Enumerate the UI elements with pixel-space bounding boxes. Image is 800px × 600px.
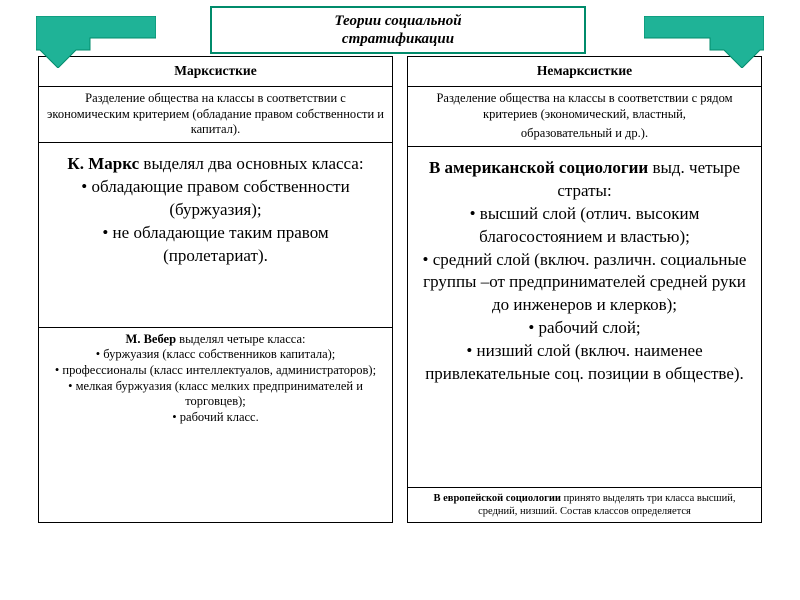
weber-bullet-3: • мелкая буржуазия (класс мелких предпри… bbox=[47, 379, 384, 410]
eu-lead-bold: В европейской социологии bbox=[434, 493, 561, 504]
weber-lead-bold: М. Вебер bbox=[126, 332, 177, 346]
us-bullet-2: • средний слой (включ. различн. социальн… bbox=[422, 249, 747, 318]
weber-bullet-4: • рабочий класс. bbox=[47, 410, 384, 426]
us-lead-bold: В американской социологии bbox=[429, 158, 648, 177]
us-bullet-3: • рабочий слой; bbox=[422, 317, 747, 340]
marx-lead-bold: К. Маркс bbox=[67, 154, 139, 173]
col-left-weber: М. Вебер выделял четыре класса: • буржуа… bbox=[39, 328, 392, 430]
marx-bullet-2: • не обладающие таким правом (пролетариа… bbox=[53, 222, 378, 268]
title-line-2: стратификации bbox=[342, 31, 454, 47]
col-marxist: Марксисткие Разделение общества на класс… bbox=[38, 56, 393, 523]
arrow-right-icon bbox=[644, 16, 764, 73]
marx-lead-rest: выделял два основных класса: bbox=[139, 154, 363, 173]
weber-bullet-2: • профессионалы (класс интеллектуалов, а… bbox=[47, 363, 384, 379]
col-nonmarxist: Немарксисткие Разделение общества на кла… bbox=[407, 56, 762, 523]
weber-lead-rest: выделял четыре класса: bbox=[176, 332, 305, 346]
us-bullet-4: • низший слой (включ. наименее привлекат… bbox=[422, 340, 747, 386]
col-right-eu: В европейской социологии принято выделят… bbox=[408, 488, 761, 522]
columns-container: Марксисткие Разделение общества на класс… bbox=[38, 56, 762, 523]
col-left-marx: К. Маркс выделял два основных класса: • … bbox=[39, 143, 392, 328]
title-line-1: Теории социальной bbox=[334, 13, 461, 29]
marx-bullet-1: • обладающие правом собственности (буржу… bbox=[53, 176, 378, 222]
weber-bullet-1: • буржуазия (класс собственников капитал… bbox=[47, 347, 384, 363]
arrow-left-icon bbox=[36, 16, 156, 73]
col-left-criteria: Разделение общества на классы в соответс… bbox=[39, 87, 392, 143]
us-bullet-1: • высший слой (отлич. высоким благососто… bbox=[422, 203, 747, 249]
right-crit-line2: образовательный и др.). bbox=[416, 126, 753, 142]
right-crit-line1: Разделение общества на классы в соответс… bbox=[416, 91, 753, 122]
title-box: Теории социальной стратификации bbox=[210, 6, 586, 54]
col-right-criteria: Разделение общества на классы в соответс… bbox=[408, 87, 761, 147]
col-right-us: В американской социологии выд. четыре ст… bbox=[408, 147, 761, 488]
